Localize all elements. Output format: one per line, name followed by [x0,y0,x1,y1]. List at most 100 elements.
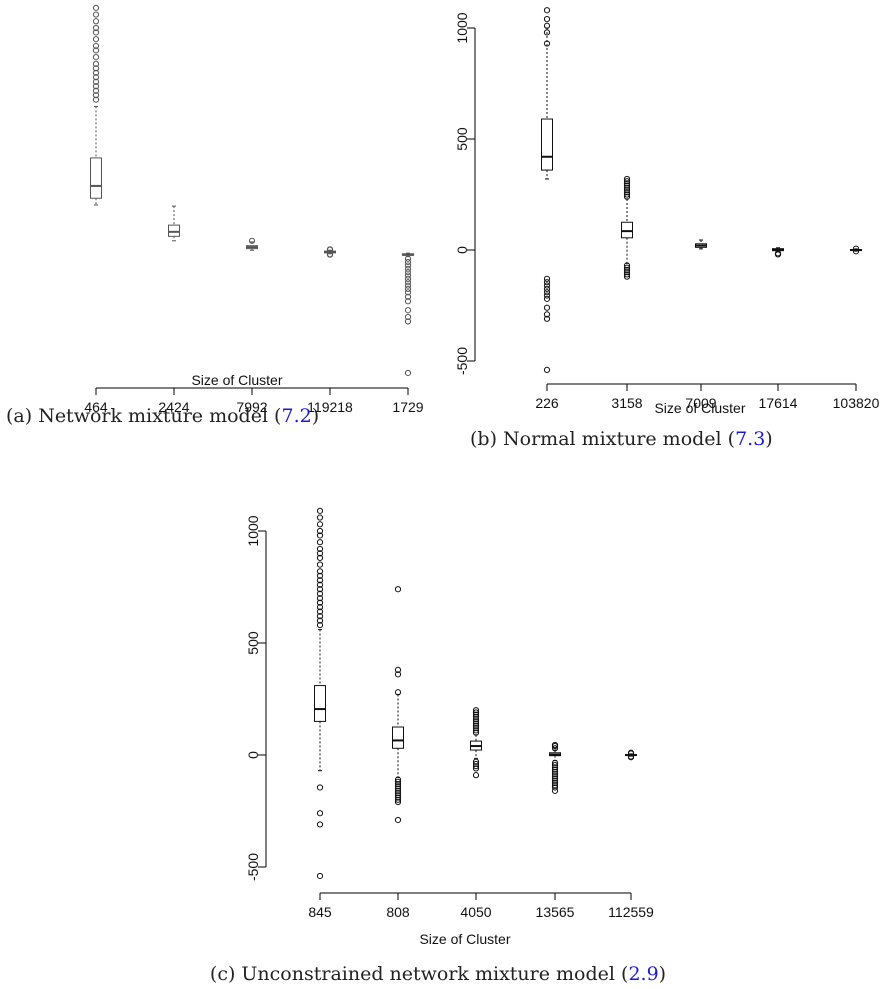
panel-a-iqr-1 [168,224,180,237]
panel-b-box-4 [850,245,862,255]
panel-c-outlier-2-3 [472,722,480,729]
panel-c-outlier-2-10 [472,707,480,714]
panel-b-outlier-1-10 [623,264,631,271]
panel-b-outlier-1-6 [623,180,631,187]
panel-a-outlier-0-5 [92,74,100,81]
panel-c-xtick-label-4: 112559 [608,904,654,920]
panel-a-outlier-0-17 [92,4,100,11]
panel-a-xtick-label-4: 1729 [392,399,423,415]
panel-c-xtick-label-3: 13565 [536,904,575,920]
panel-a: -50005001000464242479921192181729 Size o… [6,4,424,427]
panel-b-outlier-0-11 [543,40,551,47]
panel-a-box-1 [168,205,180,242]
panel-a-outlier-0-13 [92,29,100,36]
panel-b-outlier-4-0 [852,248,860,255]
panel-b-ytick-label-0: -500 [454,347,470,375]
panel-b-outlier-0-9 [543,315,551,322]
panel-c-xtick-label-2: 4050 [460,904,491,920]
panel-b-box-2 [695,239,707,250]
panel-c-iqr-0 [314,685,326,722]
panel-c-outlier-0-23 [316,784,324,791]
panel-b-outlier-0-15 [543,7,551,14]
panel-c-caption: (c) Unconstrained network mixture model … [210,963,666,985]
panel-c-outlier-1-9 [394,787,402,794]
panel-c-outlier-1-8 [394,785,402,792]
panel-a-outlier-0-9 [92,54,100,61]
panel-c-outlier-0-11 [316,572,324,579]
panel-c-outlier-3-6 [551,766,559,773]
panel-c-outlier-0-1 [316,617,324,624]
panel-a-outlier-0-0 [92,96,100,103]
panel-c-outlier-3-10 [551,775,559,782]
panel-c-outlier-3-5 [551,764,559,771]
panel-b-outlier-1-11 [623,266,631,274]
panel-b-outlier-0-14 [543,16,551,23]
panel-b-ytick-label-1: 0 [454,246,470,254]
panel-a-outlier-0-2 [92,87,100,94]
panel-c-outlier-0-19 [316,527,324,535]
panel-c-outlier-2-0 [472,729,480,736]
panel-a-outlier-3-3 [326,246,334,253]
panel-a-outlier-4-8 [404,282,412,289]
panel-b-box-0 [541,7,553,373]
panel-b-box-3 [772,247,784,258]
panel-a-xtick-label-2: 7992 [236,399,267,415]
panel-c-ytick-label-0: -500 [245,853,261,881]
panel-b-xtick-label-3: 17614 [759,395,798,411]
panel-c-outlier-3-12 [551,779,559,787]
panel-c-outlier-3-2 [551,741,559,749]
panel-a-outlier-4-15 [404,318,412,325]
panel-b-outlier-1-5 [623,182,631,189]
panel-a-outlier-0-7 [92,65,100,72]
panel-b-box-1 [621,175,633,280]
panel-a-outlier-4-5 [404,272,412,279]
panel-b-outlier-0-10 [543,366,551,373]
panel-c-outlier-3-9 [551,773,559,780]
panel-c-outlier-0-10 [316,577,324,584]
panel-c: -500 0 500 1000 845 808 4050 13565 112559 Size o… [210,507,666,985]
panel-c-outlier-4-3 [627,749,635,756]
panel-c-outlier-3-4 [551,761,559,769]
panel-c-outlier-3-8 [551,770,559,778]
panel-a-outlier-4-16 [404,369,412,377]
panel-c-outlier-0-3 [316,608,324,615]
panel-a-outlier-0-6 [92,69,100,76]
panel-b-outlier-0-0 [543,275,551,282]
panel-c-outlier-1-3 [394,586,402,593]
panel-a-outlier-4-6 [404,275,412,282]
panel-c-outlier-0-16 [316,545,324,553]
panel-c-plot: -500 0 500 1000 845 808 4050 13565 112559 [245,507,654,920]
panel-b-iqr-0 [541,118,553,171]
panel-c-ytick-label-1: 0 [245,751,261,759]
panel-a-outlier-4-10 [404,289,412,296]
panel-b-outlier-0-2 [543,282,551,289]
panel-c-outlier-3-7 [551,768,559,775]
panel-c-outlier-1-7 [394,783,402,790]
panel-c-ytick-label-2: 500 [245,631,261,655]
panel-a-outlier-0-15 [92,18,100,25]
panel-c-outlier-2-13 [472,763,480,770]
panel-c-outlier-2-11 [472,758,480,765]
panel-b-outlier-1-7 [623,178,631,185]
panel-a-outlier-0-11 [92,42,100,50]
panel-a-outlier-0-3 [92,83,100,90]
panel-c-outlier-0-5 [316,599,324,606]
panel-c-outlier-1-13 [394,796,402,803]
panel-c-outlier-0-9 [316,581,324,588]
panel-a-outlier-0-12 [92,36,100,43]
panel-b-ytick-label-2: 500 [454,127,470,151]
panel-c-outlier-0-6 [316,595,324,602]
panel-a-outlier-4-4 [404,269,412,276]
panel-c-outlier-0-18 [316,532,324,539]
panel-b-outlier-0-5 [543,292,551,299]
panel-c-outlier-2-1 [472,727,480,734]
panel-b-outlier-0-8 [543,311,551,318]
panel-c-outlier-0-7 [316,590,324,597]
panel-a-outlier-0-8 [92,60,100,67]
panel-b-xtick-label-2: 7009 [685,395,716,411]
panel-c-outlier-0-12 [316,568,324,575]
panel-a-outlier-4-14 [404,313,412,321]
panel-b-outlier-1-1 [623,191,631,198]
panel-a-outlier-4-2 [404,262,412,269]
